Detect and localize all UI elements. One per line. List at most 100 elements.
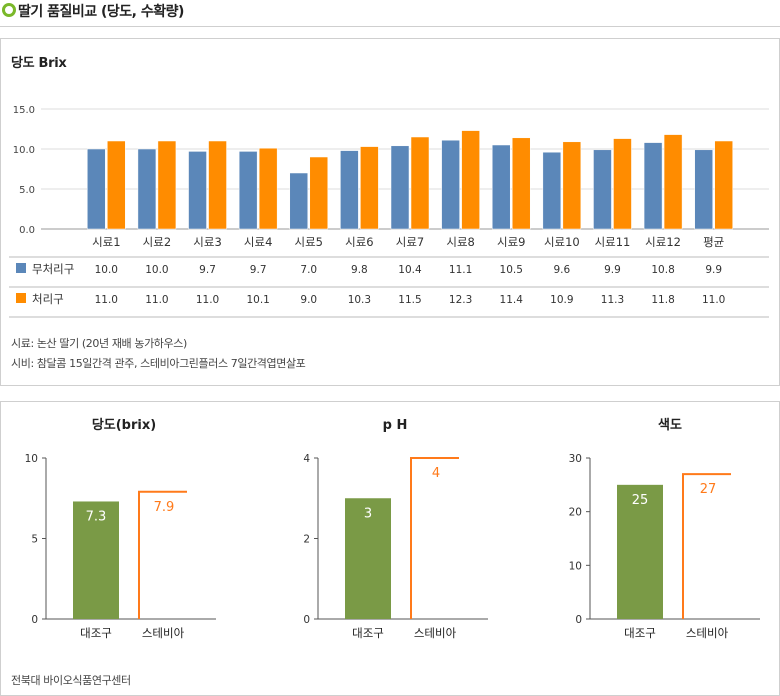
comparison-panel: 당도(brix) 0 5 10 7.3 대조구 7.9 스테비아 p H 0 2 4 3 대조구 4 스테비아… xyxy=(0,401,780,696)
bar-control xyxy=(289,172,309,230)
brix-bar-chart: 0.0 5.0 10.0 15.0 시료1 시료2 시료3 시료4 시료5 시료6 시료7 시료8 시료… xyxy=(9,105,769,318)
y-tick-label: 4 xyxy=(303,453,310,465)
bar-control xyxy=(617,484,663,619)
bar-treated xyxy=(410,136,430,230)
bar-treated xyxy=(157,140,177,230)
x-tick-label: 시료9 xyxy=(497,235,525,249)
note-sample: 시료: 논산 딸기 (20년 재배 농가하우스) xyxy=(11,337,187,350)
y-tick-label: 15.0 xyxy=(13,105,35,116)
bar-stevia-outline xyxy=(682,473,731,619)
bar-stevia-outline xyxy=(138,490,187,619)
table-value: 11.0 xyxy=(95,294,118,306)
legend-swatch xyxy=(16,293,26,303)
bar-value-label: 4 xyxy=(432,466,440,481)
y-tick-label: 0.0 xyxy=(19,225,35,236)
source-credit: 전북대 바이오식품연구센터 xyxy=(11,674,131,687)
bar-control xyxy=(238,151,258,230)
table-value: 9.8 xyxy=(351,264,368,276)
table-value: 10.1 xyxy=(246,294,269,306)
table-value: 7.0 xyxy=(300,264,317,276)
table-value: 10.9 xyxy=(550,294,573,306)
table-value: 9.9 xyxy=(705,264,722,276)
page-title: 딸기 품질비교 (당도, 수확량) xyxy=(18,4,184,20)
bar-value-label: 25 xyxy=(632,493,649,508)
bar-control xyxy=(593,149,612,230)
y-tick-label: 0 xyxy=(303,614,310,626)
y-tick-label: 10 xyxy=(569,560,582,572)
table-value: 10.5 xyxy=(500,264,523,276)
x-tick-label: 대조구 xyxy=(624,626,656,640)
bar-control xyxy=(441,139,460,230)
table-value: 11.1 xyxy=(449,264,472,276)
bar-control xyxy=(73,501,119,619)
bar-treated xyxy=(258,147,278,230)
table-value: 11.3 xyxy=(601,294,624,306)
y-tick-label: 30 xyxy=(569,453,582,465)
table-value: 10.0 xyxy=(95,264,118,276)
bar-treated xyxy=(613,138,632,230)
y-tick-label: 10.0 xyxy=(13,145,35,156)
bar-control xyxy=(390,145,410,230)
x-tick-label: 시료5 xyxy=(295,235,323,249)
x-tick-label: 대조구 xyxy=(80,626,112,640)
brix-chart-panel: 당도 Brix 0.0 5.0 10.0 15.0 시료1 시료2 시료3 시료4 시료5 시료6… xyxy=(0,38,780,386)
bar-treated xyxy=(107,140,126,230)
table-value: 11.8 xyxy=(651,294,674,306)
x-tick-label: 시료3 xyxy=(193,235,221,249)
brix-chart-title: 당도 Brix xyxy=(11,56,67,71)
bar-control xyxy=(491,144,511,230)
bar-control xyxy=(542,151,562,230)
x-tick-label: 대조구 xyxy=(352,626,384,640)
table-value: 9.7 xyxy=(199,264,216,276)
table-value: 11.4 xyxy=(500,294,524,306)
table-value: 9.9 xyxy=(604,264,621,276)
table-value: 10.3 xyxy=(348,294,371,306)
bar-treated xyxy=(663,134,683,230)
bar-control xyxy=(345,498,391,619)
sub-chart-title: 색도 xyxy=(658,418,682,433)
bar-treated xyxy=(714,140,733,230)
x-tick-label: 시료4 xyxy=(244,235,272,249)
table-value: 10.8 xyxy=(651,264,674,276)
table-value: 11.5 xyxy=(398,294,421,306)
table-value: 9.0 xyxy=(300,294,317,306)
table-value: 11.0 xyxy=(196,294,219,306)
table-value: 10.0 xyxy=(145,264,168,276)
y-tick-label: 0 xyxy=(575,614,582,626)
x-tick-label: 스테비아 xyxy=(414,626,457,640)
bar-control xyxy=(87,148,106,230)
legend-swatch xyxy=(16,263,26,273)
x-tick-label: 시료6 xyxy=(345,235,373,249)
bar-control xyxy=(643,142,663,230)
x-tick-label: 시료2 xyxy=(143,235,171,249)
page-header: 딸기 품질비교 (당도, 수확량) xyxy=(0,0,780,27)
bar-treated xyxy=(360,146,379,230)
sub-chart-title: 당도(brix) xyxy=(92,417,156,433)
table-value: 10.4 xyxy=(398,264,422,276)
legend-label: 처리구 xyxy=(32,292,64,306)
table-value: 9.6 xyxy=(553,264,570,276)
bar-treated xyxy=(562,141,582,230)
bar-value-label: 7.9 xyxy=(154,500,175,515)
bar-control xyxy=(694,149,713,230)
y-tick-label: 0 xyxy=(31,614,38,626)
bar-treated xyxy=(511,137,531,230)
bar-stevia-outline xyxy=(410,457,459,619)
table-value: 9.7 xyxy=(250,264,267,276)
table-value: 11.0 xyxy=(145,294,168,306)
y-tick-label: 5.0 xyxy=(19,185,35,196)
comparison-charts: 당도(brix) 0 5 10 7.3 대조구 7.9 스테비아 p H 0 2 4 3 대조구 4 스테비아… xyxy=(25,417,760,640)
bar-treated xyxy=(309,156,329,230)
y-tick-label: 2 xyxy=(303,534,310,546)
bar-control xyxy=(137,148,157,230)
y-tick-label: 20 xyxy=(569,507,582,519)
table-value: 12.3 xyxy=(449,294,472,306)
note-fertilizer: 시비: 참달콤 15일간격 관주, 스테비아그린플러스 7일간격엽면살포 xyxy=(11,357,306,370)
bar-control xyxy=(188,151,207,230)
x-tick-label: 시료12 xyxy=(645,235,681,249)
bar-treated xyxy=(461,130,480,230)
y-tick-label: 10 xyxy=(25,453,38,465)
x-tick-label: 시료1 xyxy=(92,235,120,249)
bar-control xyxy=(340,150,359,230)
bar-value-label: 27 xyxy=(700,482,717,497)
